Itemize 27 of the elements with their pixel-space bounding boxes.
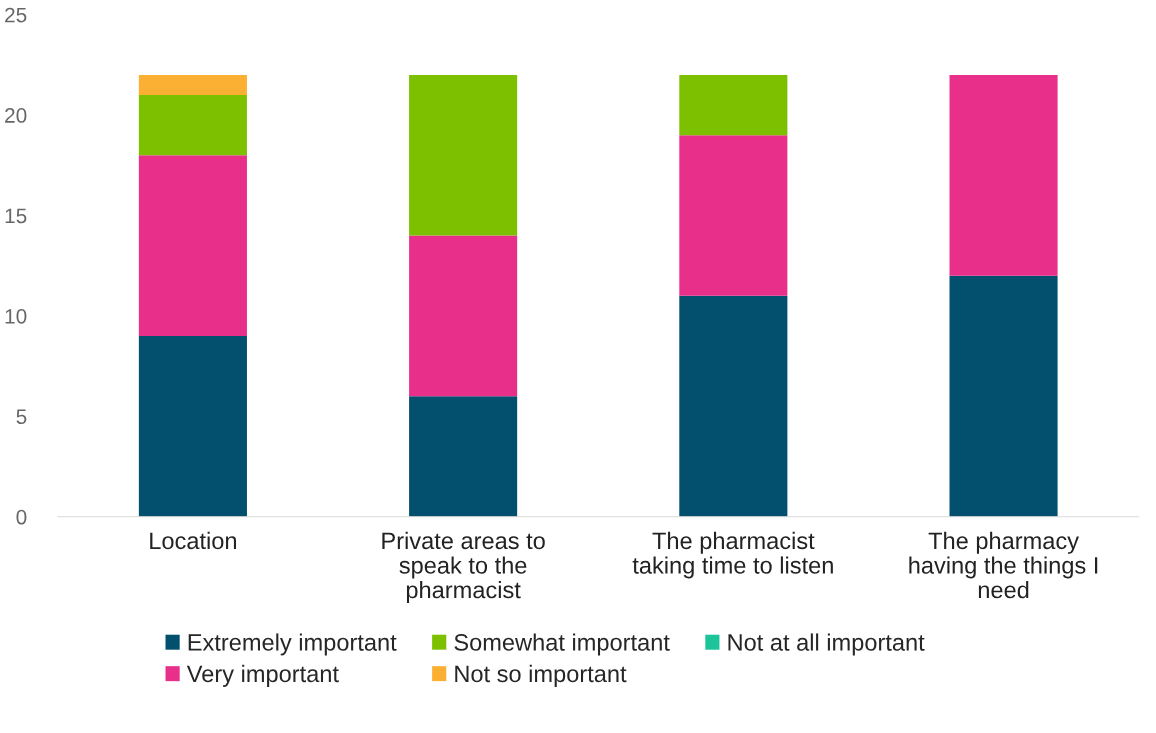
bar (679, 74, 788, 136)
y-tick-label: 25 (5, 7, 27, 23)
bar (138, 74, 247, 95)
x-tick-label: Private areas to speak to the pharmacist (382, 531, 545, 603)
bar (138, 336, 247, 517)
y-tick-label: 15 (5, 208, 27, 224)
legend-label: Somewhat important (454, 633, 670, 656)
bar (409, 396, 518, 517)
bar (138, 155, 247, 337)
x-tick-label: Location (150, 531, 237, 550)
bar (409, 235, 518, 397)
bar (679, 295, 788, 517)
x-tick-label: The pharmacy having the things I need (909, 531, 1098, 599)
bar (949, 74, 1058, 276)
legend-label: Very important (186, 664, 339, 687)
y-tick-label: 0 (16, 509, 27, 525)
bar (409, 74, 518, 236)
legend-label: Extremely important (188, 633, 397, 656)
x-tick-label: The pharmacist taking time to listen (632, 531, 833, 579)
bar (949, 275, 1058, 517)
legend-label: Not at all important (728, 633, 925, 656)
bar (679, 135, 788, 296)
bar (138, 95, 247, 156)
legend-label: Not so important (455, 664, 627, 687)
y-tick-label: 10 (5, 308, 27, 324)
y-tick-label: 20 (5, 108, 27, 123)
y-tick-label: 5 (16, 409, 27, 425)
